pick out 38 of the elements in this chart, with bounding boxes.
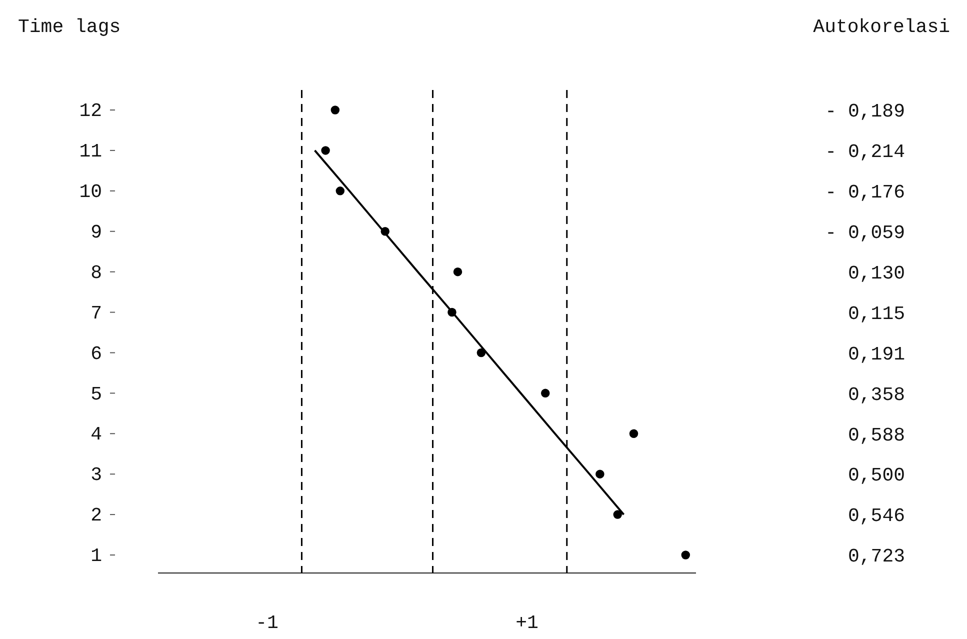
data-label: - 0,176	[825, 182, 905, 204]
y-tick-label: 3	[90, 464, 102, 486]
data-label: 0,130	[848, 262, 905, 284]
y-tick-label: 4	[90, 424, 102, 446]
point	[540, 388, 550, 398]
y-tick-label: 9	[90, 221, 102, 244]
data-label: 0,191	[848, 343, 905, 366]
point	[321, 146, 330, 155]
y-tick-label: 2	[90, 504, 102, 527]
data-label: 0,500	[848, 464, 905, 487]
point	[629, 429, 638, 438]
y-tick-label: 6	[90, 342, 102, 365]
y-tick-label: 12	[79, 100, 102, 122]
data-label: - 0,214	[825, 141, 905, 164]
point	[453, 267, 462, 276]
point	[336, 186, 345, 196]
y-tick-label: 1	[90, 545, 102, 568]
point	[613, 510, 622, 519]
y-tick-label: 8	[90, 262, 102, 284]
point	[596, 470, 604, 478]
data-label: 0,588	[848, 424, 905, 446]
y-axis-title: Time lags	[18, 16, 121, 38]
text: -1	[256, 612, 278, 634]
point	[330, 106, 340, 114]
data-label: 0,546	[848, 505, 905, 528]
y-tick-label: 5	[90, 383, 102, 406]
point	[476, 348, 486, 358]
data-label: 0,723	[848, 546, 905, 568]
y-tick-label: 10	[79, 180, 102, 203]
text: +1	[516, 612, 538, 634]
data-label: 0,358	[848, 384, 905, 406]
data-label: - 0,189	[825, 100, 905, 123]
y-tick-label: 11	[79, 140, 102, 163]
point	[681, 550, 690, 560]
y-tick-label: 7	[90, 302, 102, 324]
data-label: 0,115	[848, 302, 905, 325]
text: Autokorelasi	[813, 16, 950, 38]
data-label: - 0,059	[825, 222, 905, 244]
